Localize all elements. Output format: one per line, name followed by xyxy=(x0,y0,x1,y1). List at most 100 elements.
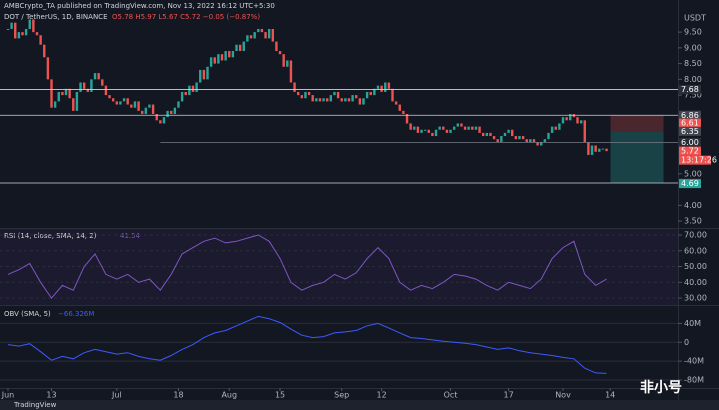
y-tick-label: -80M xyxy=(684,375,704,384)
candle xyxy=(456,123,460,127)
x-tick-label: Nov xyxy=(555,391,571,400)
level-tag xyxy=(679,126,701,136)
candle xyxy=(130,104,133,108)
candle xyxy=(340,98,343,102)
candle xyxy=(119,101,122,105)
candle xyxy=(166,110,169,118)
candle xyxy=(82,82,86,89)
candle xyxy=(405,114,409,124)
candle xyxy=(72,98,75,111)
y-tick-label: 0 xyxy=(684,338,689,347)
candle xyxy=(529,139,532,143)
candle xyxy=(550,126,554,133)
y-tick-label: 8.50 xyxy=(684,59,702,68)
candle xyxy=(536,142,539,146)
candle xyxy=(362,98,365,105)
candle xyxy=(217,54,220,64)
x-tick-label: 14 xyxy=(605,391,615,400)
candle xyxy=(97,73,100,80)
candle xyxy=(104,85,108,96)
candle xyxy=(6,28,10,30)
candle xyxy=(275,41,278,52)
candle xyxy=(43,44,46,58)
candle xyxy=(511,129,514,137)
candle xyxy=(206,66,209,80)
candle xyxy=(344,98,347,102)
candle xyxy=(402,110,405,114)
candle xyxy=(598,148,601,152)
candle xyxy=(532,139,536,143)
candle xyxy=(137,101,140,111)
candle xyxy=(391,88,394,102)
x-tick-label: 15 xyxy=(275,391,285,400)
level-label: 6.61 xyxy=(681,119,699,128)
ohlc: O5.78 H5.97 L5.67 C5.72 −0.05 (−0.87%) xyxy=(112,13,260,21)
candle xyxy=(384,82,387,92)
x-tick-label: 12 xyxy=(377,391,387,400)
y-tick-label: 5.00 xyxy=(684,169,702,178)
candle xyxy=(304,91,307,99)
candle xyxy=(282,54,285,67)
candle xyxy=(554,126,557,130)
candle xyxy=(376,85,380,89)
candle xyxy=(311,95,314,102)
candle xyxy=(492,136,496,140)
candle xyxy=(587,142,590,155)
candle xyxy=(579,120,583,124)
candle xyxy=(514,136,518,140)
candle xyxy=(445,129,449,133)
candle xyxy=(39,35,42,45)
y-tick-label: 50.00 xyxy=(684,262,707,271)
candle xyxy=(122,98,126,102)
symbol: DOT / TetherUS, 1D, BINANCE xyxy=(4,13,108,21)
x-tick-label: Aug xyxy=(221,391,237,400)
candle xyxy=(86,88,89,92)
candle xyxy=(238,44,242,52)
level-tag xyxy=(679,137,701,147)
candle xyxy=(387,82,391,89)
countdown-tag xyxy=(679,155,711,165)
candle xyxy=(202,69,206,80)
candle xyxy=(46,57,50,80)
candle xyxy=(474,126,478,130)
candle xyxy=(61,91,64,96)
candle xyxy=(177,101,180,108)
candle xyxy=(438,126,441,130)
candle xyxy=(159,120,162,124)
x-tick-label: Oct xyxy=(444,391,458,400)
line-series xyxy=(7,234,607,299)
candle xyxy=(576,117,579,124)
y-tick-label: 30.00 xyxy=(684,294,707,303)
candle xyxy=(35,32,39,36)
candle xyxy=(28,19,31,29)
candle xyxy=(481,132,485,137)
candle xyxy=(322,98,325,102)
candle xyxy=(264,32,267,39)
candle xyxy=(50,79,53,108)
candle xyxy=(228,51,231,58)
candle xyxy=(358,98,362,105)
candle xyxy=(271,28,274,42)
candle xyxy=(53,101,57,108)
watermark: 非小号 xyxy=(640,379,682,396)
candle xyxy=(180,91,184,102)
candle xyxy=(246,35,249,42)
candle xyxy=(583,120,586,143)
y-tick-label: 70.00 xyxy=(684,230,707,239)
candle xyxy=(220,54,224,61)
x-tick-label: 17 xyxy=(503,391,513,400)
candle xyxy=(144,107,148,114)
candle xyxy=(463,126,467,130)
candle xyxy=(394,101,398,105)
candle xyxy=(460,123,463,127)
candle xyxy=(489,132,492,137)
x-tick-label: 13 xyxy=(46,391,56,400)
candle xyxy=(427,129,430,133)
currency: USDT xyxy=(684,14,706,23)
candle xyxy=(318,98,322,102)
candle xyxy=(503,132,507,137)
candle xyxy=(565,117,568,121)
